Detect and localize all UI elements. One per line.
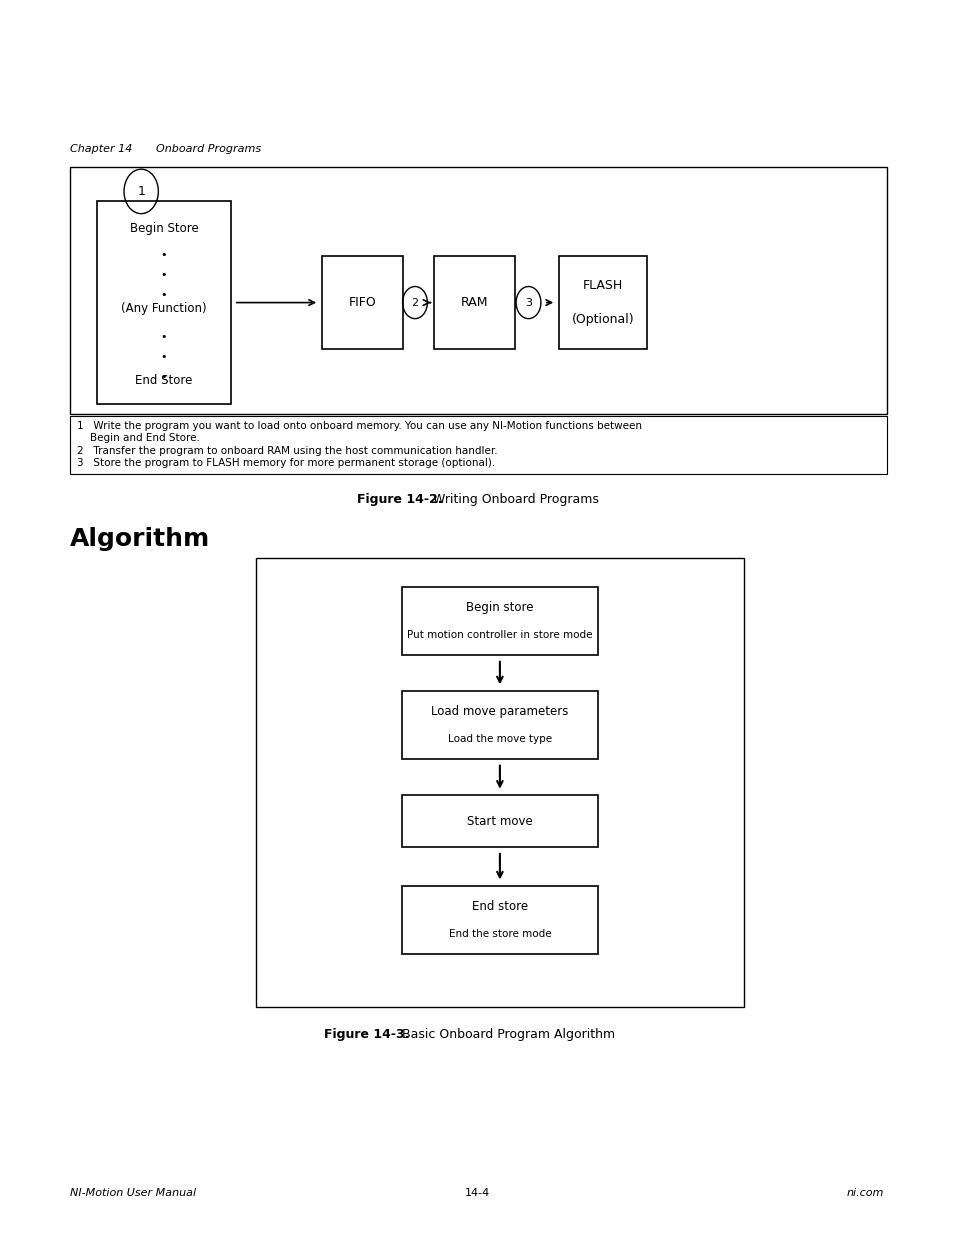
Text: Load the move type: Load the move type xyxy=(447,734,552,743)
Text: 3   Store the program to FLASH memory for more permanent storage (optional).: 3 Store the program to FLASH memory for … xyxy=(77,458,495,468)
FancyBboxPatch shape xyxy=(70,167,886,414)
Text: FIFO: FIFO xyxy=(348,296,376,309)
Text: •: • xyxy=(161,249,167,261)
FancyBboxPatch shape xyxy=(97,201,231,405)
Text: •: • xyxy=(161,352,167,362)
Text: Begin and End Store.: Begin and End Store. xyxy=(77,433,200,443)
Text: Chapter 14: Chapter 14 xyxy=(70,144,132,154)
FancyBboxPatch shape xyxy=(402,887,597,953)
Text: Figure 14-3.: Figure 14-3. xyxy=(324,1028,409,1041)
Text: (Any Function): (Any Function) xyxy=(121,303,207,315)
Text: 14-4: 14-4 xyxy=(464,1188,489,1198)
FancyBboxPatch shape xyxy=(255,558,743,1007)
Text: End store: End store xyxy=(472,900,527,913)
FancyBboxPatch shape xyxy=(402,692,597,758)
Text: 2   Transfer the program to onboard RAM using the host communication handler.: 2 Transfer the program to onboard RAM us… xyxy=(77,446,497,456)
Text: Begin store: Begin store xyxy=(466,601,533,614)
FancyBboxPatch shape xyxy=(433,257,514,348)
Text: ni.com: ni.com xyxy=(846,1188,883,1198)
FancyBboxPatch shape xyxy=(321,257,403,348)
Text: Start move: Start move xyxy=(467,815,532,827)
FancyBboxPatch shape xyxy=(402,795,597,847)
FancyBboxPatch shape xyxy=(558,257,646,348)
Text: •: • xyxy=(161,289,167,300)
Text: Onboard Programs: Onboard Programs xyxy=(155,144,260,154)
Text: RAM: RAM xyxy=(460,296,487,309)
Text: 3: 3 xyxy=(524,298,532,308)
Text: Put motion controller in store mode: Put motion controller in store mode xyxy=(407,630,592,640)
Text: Basic Onboard Program Algorithm: Basic Onboard Program Algorithm xyxy=(394,1028,615,1041)
FancyBboxPatch shape xyxy=(402,588,597,655)
Text: Writing Onboard Programs: Writing Onboard Programs xyxy=(424,493,598,506)
Text: NI-Motion User Manual: NI-Motion User Manual xyxy=(70,1188,195,1198)
Text: Load move parameters: Load move parameters xyxy=(431,705,568,718)
Text: FLASH: FLASH xyxy=(582,279,622,291)
Text: End the store mode: End the store mode xyxy=(448,929,551,939)
Text: Begin Store: Begin Store xyxy=(130,222,198,235)
Text: 1   Write the program you want to load onto onboard memory. You can use any NI-M: 1 Write the program you want to load ont… xyxy=(77,421,641,431)
Text: End Store: End Store xyxy=(135,374,193,388)
Text: •: • xyxy=(161,269,167,280)
Text: •: • xyxy=(161,332,167,342)
FancyBboxPatch shape xyxy=(70,416,886,474)
Text: •: • xyxy=(161,372,167,382)
Text: 1: 1 xyxy=(137,185,145,198)
Text: 2: 2 xyxy=(411,298,418,308)
Text: (Optional): (Optional) xyxy=(571,314,634,326)
Text: Figure 14-2.: Figure 14-2. xyxy=(356,493,442,506)
Text: Algorithm: Algorithm xyxy=(70,527,210,551)
